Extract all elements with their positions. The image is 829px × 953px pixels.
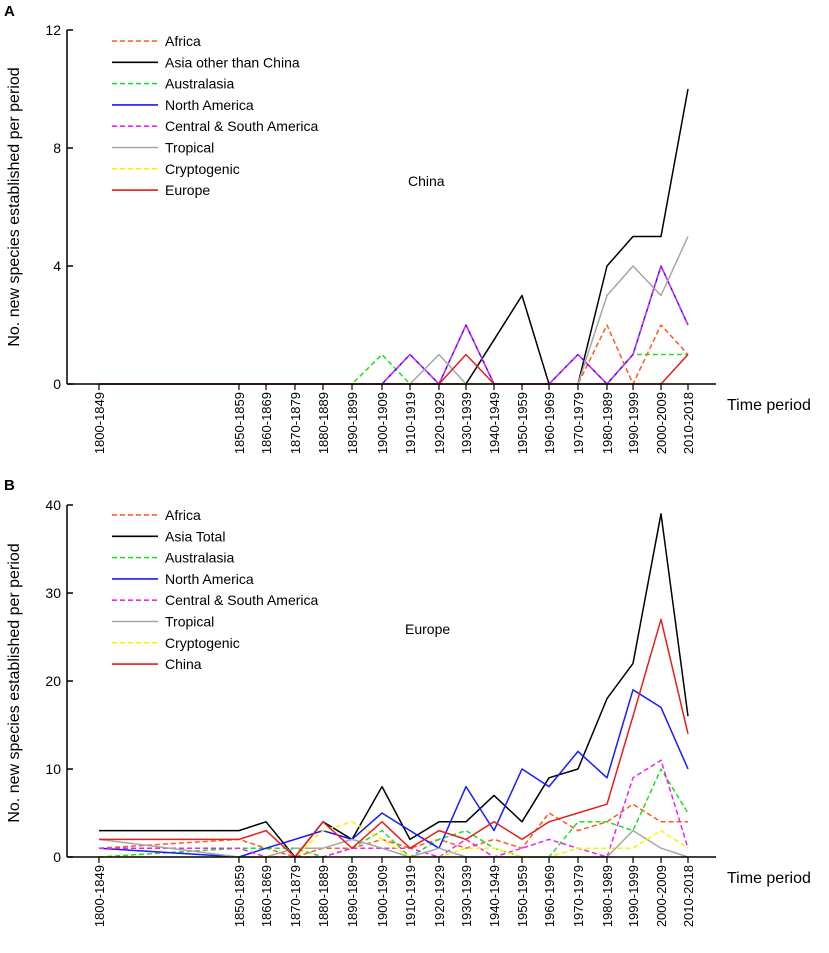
panel-b-x-tick-label-5: 1890-1899 [345, 865, 360, 927]
panel-a-series-line-0 [99, 324, 689, 385]
panel-a-series-line-4 [99, 265, 689, 385]
panel-a-legend-label-7: Europe [165, 182, 210, 198]
panel-a-legend-label-1: Asia other than China [165, 54, 300, 70]
panel-b-x-tick-label-8: 1920-1929 [432, 865, 447, 927]
panel-a-x-tick-label-13: 1970-1979 [571, 392, 586, 454]
panel-b-label: B [4, 477, 15, 494]
panel-b-y-tick-label-3: 30 [45, 585, 61, 601]
panel-b-x-tick-label-1: 1850-1859 [232, 865, 247, 927]
panel-a-legend-label-6: Cryptogenic [165, 161, 240, 177]
panel-a-legend: Africa Asia other than China Australasia No… [112, 33, 319, 198]
panel-b-ticks: 0 10 20 30 40 1800-1849 1850-1859 1860-1869 1870… [45, 497, 696, 927]
panel-b: B Europe 0 10 20 30 40 1800-1849 1850-1859 1860… [4, 477, 811, 927]
panel-a-x-tick-label-5: 1890-1899 [345, 392, 360, 454]
panel-b-x-tick-label-3: 1870-1879 [288, 865, 303, 927]
panel-a-legend-label-5: Tropical [165, 140, 214, 156]
panel-a-x-tick-label-1: 1850-1859 [232, 392, 247, 454]
panel-a-x-tick-label-11: 1950-1959 [515, 392, 530, 454]
panel-b-series-line-7 [99, 618, 689, 858]
panel-a-x-tick-label-10: 1940-1949 [487, 392, 502, 454]
panel-a-x-tick-label-8: 1920-1929 [432, 392, 447, 454]
panel-b-x-tick-label-15: 1990-1999 [626, 865, 641, 927]
panel-b-y-axis-title: No. new species established per period [6, 543, 23, 822]
panel-b-x-tick-label-9: 1930-1939 [459, 865, 474, 927]
panel-b-x-tick-label-2: 1860-1869 [259, 865, 274, 927]
panel-a-x-tick-label-0: 1800-1849 [92, 392, 107, 454]
panel-b-legend-label-3: North America [165, 571, 254, 587]
panel-a-x-tick-label-3: 1870-1879 [288, 392, 303, 454]
panel-a-legend-label-4: Central & South America [165, 118, 319, 134]
panel-b-x-tick-label-12: 1960-1969 [542, 865, 557, 927]
panel-b-legend-label-6: Cryptogenic [165, 635, 240, 651]
panel-b-x-tick-label-6: 1900-1909 [375, 865, 390, 927]
panel-b-annotation: Europe [405, 621, 450, 637]
panel-a-x-tick-label-14: 1980-1989 [600, 392, 615, 454]
panel-a-legend-label-0: Africa [165, 33, 201, 49]
panel-a-x-tick-label-17: 2010-2018 [681, 392, 696, 454]
panel-a-x-tick-label-12: 1960-1969 [542, 392, 557, 454]
panel-b-y-tick-label-4: 40 [45, 497, 61, 513]
panel-b-series-line-5 [98, 829, 689, 858]
panel-b-y-tick-label-0: 0 [53, 849, 61, 865]
panel-a-y-tick-label-0: 0 [53, 376, 61, 392]
panel-a-x-tick-label-15: 1990-1999 [626, 392, 641, 454]
panel-b-legend-label-1: Asia Total [165, 528, 225, 544]
panel-b-y-tick-label-1: 10 [45, 761, 61, 777]
panel-b-x-tick-label-17: 2010-2018 [681, 865, 696, 927]
panel-b-legend-label-0: Africa [165, 507, 201, 523]
panel-a-y-tick-label-1: 4 [53, 258, 61, 274]
panel-a-y-tick-label-3: 12 [45, 22, 61, 38]
panel-b-legend: Africa Asia Total Australasia North America… [112, 507, 319, 672]
panel-a-x-tick-label-4: 1880-1889 [316, 392, 331, 454]
panel-b-x-tick-label-14: 1980-1989 [600, 865, 615, 927]
panel-b-x-tick-label-11: 1950-1959 [515, 865, 530, 927]
panel-b-series-line-1 [99, 513, 689, 858]
panel-a-x-tick-label-9: 1930-1939 [459, 392, 474, 454]
panel-b-x-tick-label-4: 1880-1889 [316, 865, 331, 927]
panel-a-y-axis-title: No. new species established per period [6, 67, 23, 346]
panel-b-legend-label-4: Central & South America [165, 592, 319, 608]
panel-a-x-tick-label-6: 1900-1909 [375, 392, 390, 454]
panel-a-series-line-5 [99, 236, 689, 385]
panel-a-legend-label-3: North America [165, 97, 254, 113]
panel-a-x-axis-title: Time period [727, 397, 811, 414]
panel-a-y-tick-label-2: 8 [53, 140, 61, 156]
panel-b-legend-label-2: Australasia [165, 550, 234, 566]
panel-b-series-line-3 [98, 689, 689, 858]
panel-a-ticks: 0 4 8 12 1800-1849 1850-1859 1860-1869 1870-187… [45, 22, 696, 454]
panel-a-x-tick-label-16: 2000-2009 [654, 392, 669, 454]
panel-a-annotation: China [408, 173, 445, 189]
panel-a: A China 0 4 8 12 1800-1849 1850-1859 1860-1869… [4, 3, 811, 454]
panel-b-x-tick-label-7: 1910-1919 [403, 865, 418, 927]
panel-b-y-tick-label-2: 20 [45, 673, 61, 689]
panel-b-series-line-0 [98, 803, 688, 858]
panel-a-series-line-7 [99, 353, 689, 385]
panel-b-x-tick-label-10: 1940-1949 [487, 865, 502, 927]
panel-b-legend-label-7: China [165, 656, 202, 672]
panel-a-series-line-3 [99, 265, 689, 385]
panel-a-series-line-2 [99, 353, 688, 385]
panel-b-x-tick-label-0: 1800-1849 [92, 865, 107, 927]
panel-a-label: A [4, 3, 15, 20]
panel-b-x-tick-label-16: 2000-2009 [654, 865, 669, 927]
panel-a-x-tick-label-2: 1860-1869 [259, 392, 274, 454]
panel-a-axes [66, 30, 716, 385]
panel-b-x-tick-label-13: 1970-1979 [571, 865, 586, 927]
panel-b-legend-label-5: Tropical [165, 614, 214, 630]
panel-b-series-line-6 [99, 821, 689, 858]
panel-a-legend-label-2: Australasia [165, 76, 234, 92]
panel-b-x-axis-title: Time period [727, 870, 811, 887]
panel-a-x-tick-label-7: 1910-1919 [403, 392, 418, 454]
